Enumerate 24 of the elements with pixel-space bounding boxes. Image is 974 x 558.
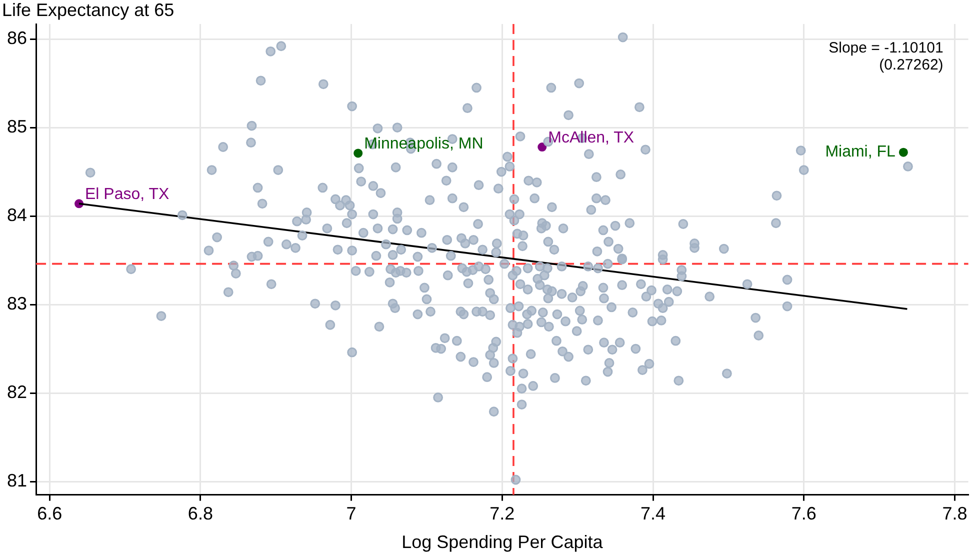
series-label: McAllen, TX bbox=[548, 129, 634, 146]
annotation: Slope = -1.10101 bbox=[828, 40, 944, 57]
y-tick-label: 82 bbox=[6, 382, 28, 402]
y-tick-label: 86 bbox=[6, 28, 28, 48]
x-tick-label: 6.8 bbox=[188, 504, 213, 524]
x-tick-label: 7.8 bbox=[942, 504, 968, 524]
y-tick-label: 84 bbox=[6, 205, 28, 226]
x-axis-title: Log Spending Per Capita bbox=[402, 532, 604, 552]
series-label: Minneapolis, MN bbox=[364, 136, 484, 153]
point bbox=[898, 148, 908, 157]
annotation: (0.27262) bbox=[879, 56, 944, 74]
x-tick-label: 7 bbox=[346, 504, 356, 524]
point bbox=[354, 148, 363, 158]
series-label: Miami, FL bbox=[825, 144, 896, 161]
y-tick-label: 85 bbox=[6, 116, 28, 137]
x-tick-label: 6.6 bbox=[37, 504, 62, 524]
y-tick-label: 83 bbox=[6, 294, 28, 314]
x-tick-label: 7.6 bbox=[791, 504, 816, 524]
series-label: El Paso, TX bbox=[85, 186, 170, 204]
x-tick-label: 7.2 bbox=[490, 504, 515, 524]
y-axis-title: Life Expectancy at 65 bbox=[2, 0, 174, 20]
x-tick-label: 7.4 bbox=[640, 504, 666, 524]
y-tick-label: 81 bbox=[6, 470, 28, 490]
point bbox=[538, 142, 547, 152]
